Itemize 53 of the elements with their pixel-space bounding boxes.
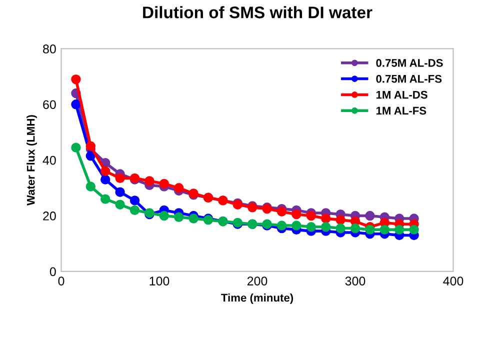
point <box>130 205 140 216</box>
point <box>159 210 170 221</box>
point <box>159 178 170 189</box>
x-tick-label: 400 <box>443 276 464 286</box>
point <box>336 215 346 225</box>
x-tick-label: 300 <box>345 276 366 286</box>
point <box>100 166 110 176</box>
point <box>292 210 302 220</box>
point <box>276 220 287 230</box>
chart-title: Dilution of SMS with DI water <box>143 6 372 18</box>
point <box>350 223 360 234</box>
point <box>394 224 404 235</box>
point <box>320 222 331 232</box>
point <box>130 196 140 206</box>
y-tick-label: 80 <box>43 44 56 54</box>
y-tick-label: 60 <box>43 100 56 110</box>
point <box>365 224 375 235</box>
point <box>71 74 81 84</box>
point <box>86 151 96 161</box>
legend-label: 1M AL-DS <box>376 90 428 99</box>
point <box>115 173 125 184</box>
legend-label: 0.75M AL-FS <box>376 74 442 83</box>
legend-label: 0.75M AL-DS <box>376 59 443 67</box>
point <box>174 212 184 222</box>
legend-label: 1M AL-FS <box>376 106 426 115</box>
point <box>336 223 346 234</box>
point <box>276 206 287 216</box>
point <box>100 194 110 204</box>
point <box>174 183 184 193</box>
point <box>320 214 331 224</box>
point <box>100 174 110 184</box>
point <box>292 220 302 230</box>
point <box>86 182 96 192</box>
point <box>306 222 316 232</box>
y-axis-title: Water Flux (LMH) <box>26 115 37 206</box>
y-tick-label: 0 <box>50 267 56 276</box>
point <box>71 142 81 152</box>
point <box>409 224 419 235</box>
point <box>71 100 81 110</box>
y-tick-label: 20 <box>43 212 56 220</box>
point <box>115 200 125 210</box>
point <box>115 187 125 197</box>
point <box>380 224 390 235</box>
x-axis-title: Time (minute) <box>221 294 294 304</box>
x-tick-label: 0 <box>58 276 64 286</box>
x-tick-label: 100 <box>150 276 170 286</box>
point <box>188 214 198 224</box>
x-tick-label: 200 <box>247 276 268 286</box>
point <box>306 210 316 221</box>
point <box>365 210 375 221</box>
point <box>86 141 96 152</box>
y-tick-label: 40 <box>42 156 56 165</box>
point <box>144 176 154 186</box>
